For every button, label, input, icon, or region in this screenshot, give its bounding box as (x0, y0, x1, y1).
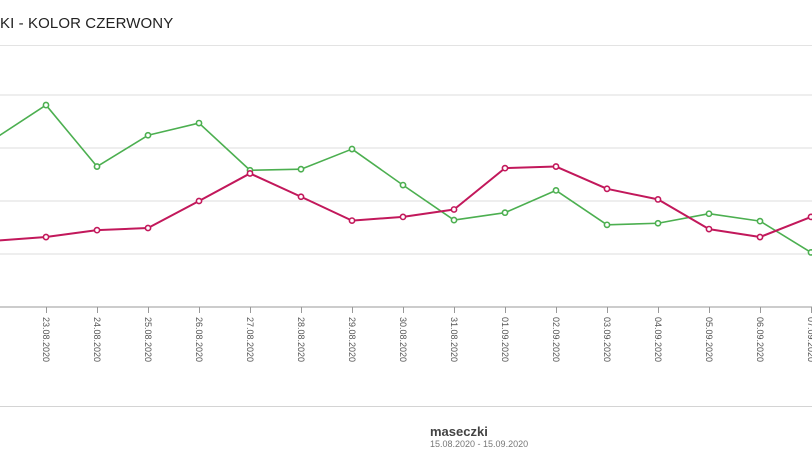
series-1-point[interactable] (399, 181, 407, 189)
x-tick-label: 30.08.2020 (398, 317, 408, 362)
series-2-point[interactable] (705, 225, 713, 233)
x-tick-label: 23.08.2020 (41, 317, 51, 362)
x-tick-label: 04.09.2020 (653, 317, 663, 362)
x-tick-label: 03.09.2020 (602, 317, 612, 362)
chart-title: KI - KOLOR CZERWONY (0, 15, 174, 32)
series-2-point[interactable] (552, 163, 560, 170)
series-2-point[interactable] (297, 193, 305, 201)
footer-divider (0, 406, 812, 407)
series-1-point[interactable] (195, 119, 203, 127)
series-1-line (0, 104, 812, 254)
x-tick-label: 25.08.2020 (143, 317, 153, 362)
x-axis-ticks: 23.08.2020 24.08.2020 25.08.2020 26.08.2020… (41, 307, 812, 362)
x-tick-label: 26.08.2020 (194, 317, 204, 362)
x-tick-label: 05.09.2020 (704, 317, 714, 362)
x-tick-label: 07.09.2020 (806, 317, 812, 362)
series-2-point[interactable] (501, 164, 509, 172)
series-1-point[interactable] (552, 186, 560, 194)
x-tick-label: 29.08.2020 (347, 317, 357, 362)
series-2-point[interactable] (603, 185, 611, 193)
series-2-point[interactable] (399, 213, 407, 221)
series-1-point[interactable] (297, 165, 305, 173)
series-1-point[interactable] (807, 249, 812, 256)
x-tick-label: 24.08.2020 (92, 317, 102, 362)
x-tick-label: 01.09.2020 (500, 317, 510, 362)
series-2-point[interactable] (450, 206, 458, 213)
series-2-point[interactable] (144, 224, 152, 232)
series-2-point[interactable] (246, 170, 254, 177)
x-tick-label: 27.08.2020 (245, 317, 255, 362)
series-1-point[interactable] (501, 209, 509, 217)
series-1-point[interactable] (348, 145, 356, 153)
series-1-point[interactable] (144, 131, 152, 139)
x-tick-label: 02.09.2020 (551, 317, 561, 362)
series-2-point[interactable] (654, 196, 662, 203)
footer-title: maseczki (430, 424, 488, 439)
title-divider (0, 45, 812, 46)
x-tick-label: 28.08.2020 (296, 317, 306, 362)
series-2-point[interactable] (756, 233, 764, 241)
series-1-point[interactable] (705, 210, 713, 218)
x-tick-label: 31.08.2020 (449, 317, 459, 362)
footer-date-range: 15.08.2020 - 15.09.2020 (430, 439, 529, 449)
series-2-point[interactable] (348, 217, 356, 225)
series-2-point[interactable] (42, 233, 50, 241)
series-group (0, 101, 812, 256)
x-tick-label: 06.09.2020 (755, 317, 765, 362)
series-2-point[interactable] (195, 197, 203, 205)
series-1-point[interactable] (450, 216, 458, 224)
series-1-point[interactable] (654, 219, 662, 227)
series-1-point[interactable] (42, 101, 50, 109)
series-2-point[interactable] (93, 226, 101, 234)
series-1-point[interactable] (756, 217, 764, 225)
series-1-point[interactable] (93, 163, 101, 170)
series-2-line (0, 165, 812, 242)
series-1-point[interactable] (603, 221, 611, 229)
grid-lines (0, 94, 812, 308)
series-2-point[interactable] (807, 213, 812, 221)
